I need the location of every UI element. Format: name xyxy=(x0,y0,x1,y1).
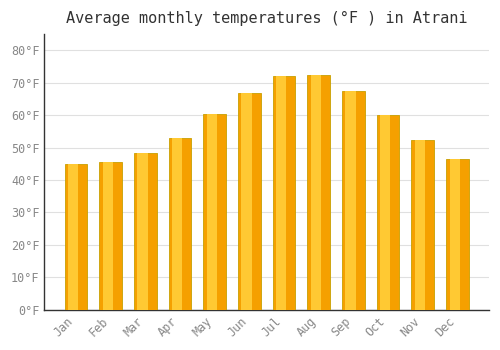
Title: Average monthly temperatures (°F ) in Atrani: Average monthly temperatures (°F ) in At… xyxy=(66,11,468,26)
Bar xyxy=(412,140,434,310)
Bar xyxy=(415,140,425,310)
Bar xyxy=(64,164,87,310)
Bar xyxy=(68,164,78,310)
Bar xyxy=(342,91,364,310)
Bar xyxy=(446,159,468,310)
Bar xyxy=(377,115,400,310)
Bar xyxy=(102,162,113,310)
Bar xyxy=(168,138,192,310)
Bar xyxy=(308,75,330,310)
Bar xyxy=(172,138,182,310)
Bar xyxy=(380,115,390,310)
Bar xyxy=(138,153,147,310)
Bar xyxy=(450,159,460,310)
Bar xyxy=(346,91,356,310)
Bar xyxy=(276,76,286,310)
Bar xyxy=(272,76,295,310)
Bar xyxy=(311,75,321,310)
Bar xyxy=(134,153,156,310)
Bar xyxy=(238,93,260,310)
Bar xyxy=(204,114,226,310)
Bar xyxy=(242,93,252,310)
Bar xyxy=(207,114,217,310)
Bar xyxy=(100,162,122,310)
